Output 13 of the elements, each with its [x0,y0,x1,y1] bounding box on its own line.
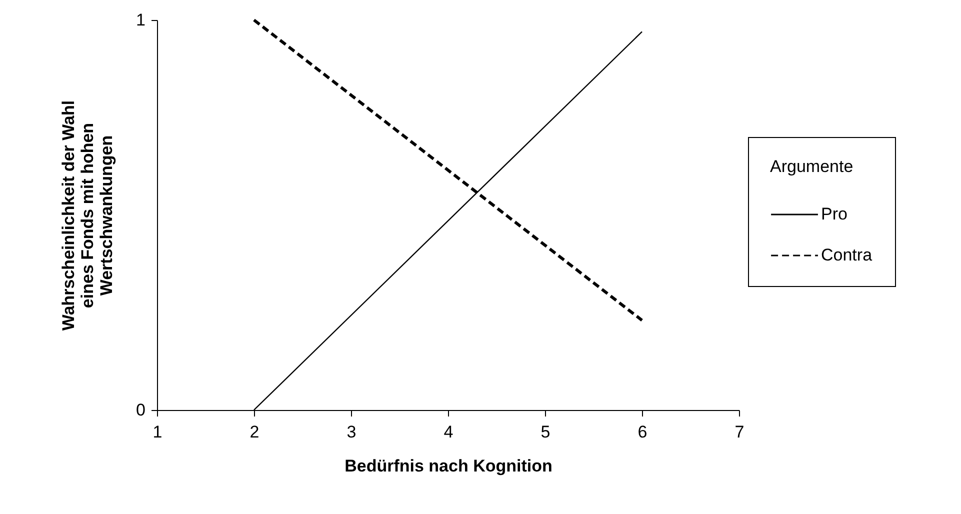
x-tick-label: 1 [152,422,162,442]
legend-label: Contra [821,246,873,264]
y-tick-label: 0 [136,400,146,420]
x-tick-label: 3 [346,422,356,442]
x-tick-label: 4 [444,422,454,442]
x-tick-label: 2 [250,422,260,442]
legend-title: Argumente [770,157,854,176]
x-axis-title: Bedürfnis nach Kognition [344,456,552,476]
x-tick-label: 5 [540,422,550,442]
y-axis-title: Wahrscheinlichkeit der Wahl eines Fonds mit hohen Wertschwankungen [59,100,116,331]
x-tick-label: 6 [638,422,648,442]
x-tick-label: 7 [734,422,744,442]
legend-label: Pro [821,204,848,224]
